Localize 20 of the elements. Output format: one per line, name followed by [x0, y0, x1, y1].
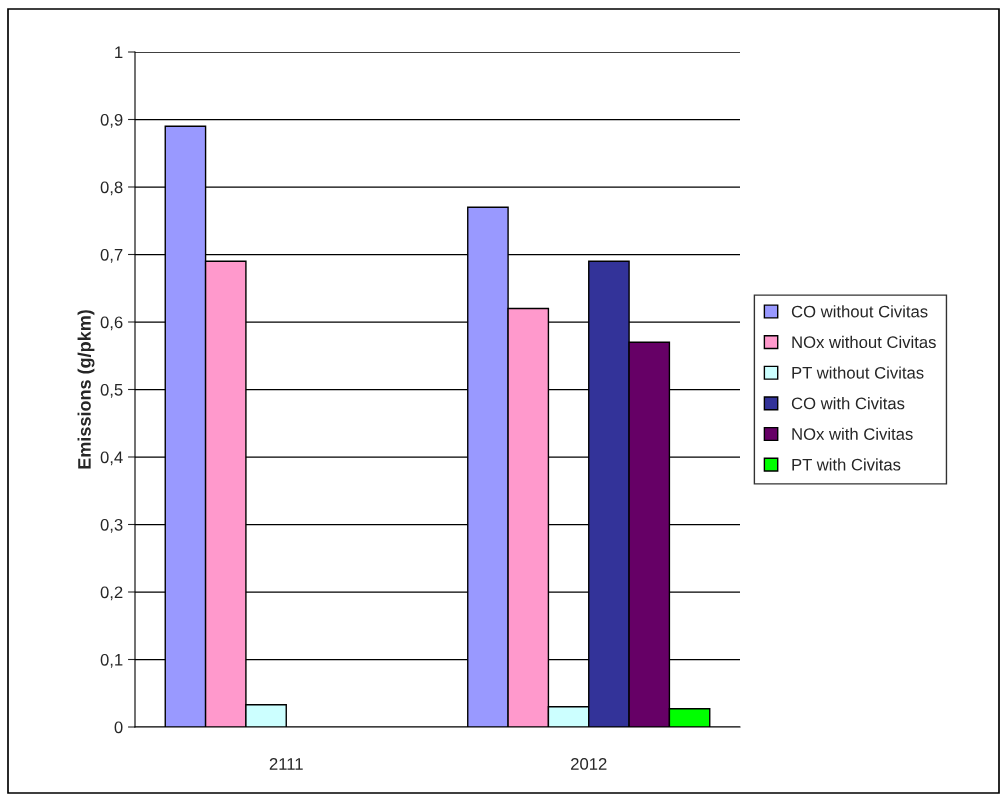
y-tick-label: 0,2: [100, 586, 123, 601]
y-tick-label: 0: [114, 721, 123, 734]
legend-label: NOx without Civitas: [792, 335, 936, 349]
y-tick-label: 0,3: [100, 518, 123, 533]
legend-label: NOx with Civitas: [792, 427, 913, 440]
y-tick-label: 0,4: [100, 451, 123, 466]
y-axis-title: Emissions (g/pkm): [77, 310, 95, 469]
legend-label: PT with Civitas: [792, 458, 901, 471]
x-tick-label: 2012: [571, 758, 607, 770]
y-tick-label: 0,9: [100, 113, 123, 128]
y-tick-label: 0,1: [100, 653, 123, 668]
y-tick-label: 0,6: [100, 316, 123, 331]
y-tick-label: 1: [115, 46, 123, 59]
legend-label: CO without Civitas: [791, 305, 928, 318]
legend-label: PT without Civitas: [792, 366, 924, 379]
legend-label: CO with Civitas: [791, 397, 905, 410]
x-tick-label: 2111: [269, 758, 303, 770]
y-tick-label: 0,5: [100, 383, 123, 398]
y-tick-label: 0,7: [100, 248, 123, 263]
y-tick-label: 0,8: [100, 181, 123, 196]
